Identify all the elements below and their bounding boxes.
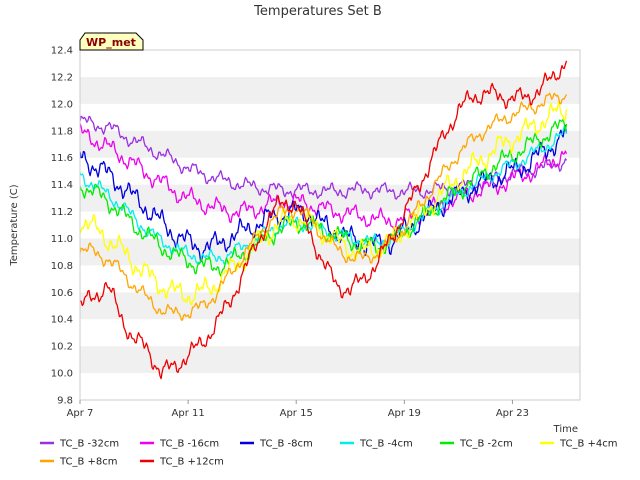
- grid-bands: [80, 50, 580, 400]
- series-line-tc-b-4cm: [79, 125, 568, 265]
- x-tick-label: Apr 11: [172, 408, 205, 419]
- legend-item: TC_B -2cm: [440, 439, 513, 450]
- series-line-tc-b-16cm: [79, 123, 568, 232]
- legend-label: TC_B -2cm: [459, 439, 513, 450]
- legend-item: TC_B +4cm: [540, 439, 618, 450]
- series-line-tc-b-4cm: [79, 101, 568, 306]
- grid-band: [80, 76, 580, 104]
- y-tick-label: 12.4: [51, 46, 73, 57]
- y-tick-label: 9.8: [57, 396, 73, 407]
- x-tick-label: Apr 19: [388, 408, 421, 419]
- chart-title: Temperatures Set B: [253, 4, 382, 19]
- series-layer: [79, 60, 568, 380]
- legend-label: TC_B -32cm: [59, 439, 119, 450]
- grid-band: [80, 319, 580, 347]
- x-tick-label: Apr 23: [496, 408, 529, 419]
- y-tick-label: 11.4: [51, 180, 73, 191]
- grid-band: [80, 292, 580, 320]
- x-tick-label: Apr 7: [67, 408, 94, 419]
- y-tick-label: 10.4: [51, 315, 73, 326]
- grid-band: [80, 103, 580, 131]
- y-tick-label: 11.2: [51, 207, 73, 218]
- legend-item: TC_B -8cm: [240, 439, 313, 450]
- y-tick-label: 11.6: [51, 153, 73, 164]
- grid-band: [80, 346, 580, 374]
- grid-band: [80, 130, 580, 158]
- legend: TC_B -32cm TC_B -16cm TC_B -8cm TC_B -4cm TC…: [40, 439, 618, 468]
- y-tick-labels: 9.8 10.0 10.2 10.4 10.6 10.8 11.0 11.2 11.4 11.6 1…: [51, 46, 73, 407]
- grid-band: [80, 157, 580, 185]
- y-tick-label: 12.2: [51, 72, 73, 83]
- axes: [79, 49, 581, 401]
- wp-met-badge: WP_met: [79, 32, 144, 51]
- badge-label: WP_met: [86, 36, 136, 49]
- legend-item: TC_B -32cm: [40, 439, 119, 450]
- grid-band: [80, 50, 580, 77]
- legend-label: TC_B +8cm: [59, 457, 118, 468]
- series-line-tc-b-8cm: [79, 124, 568, 262]
- y-tick-label: 10.0: [51, 369, 73, 380]
- y-tick-label: 12.0: [51, 99, 73, 110]
- x-tick-label: Apr 15: [280, 408, 313, 419]
- legend-item: TC_B -4cm: [340, 439, 413, 450]
- badge-shape: [79, 32, 144, 51]
- grid-band: [80, 373, 580, 400]
- grid-band: [80, 265, 580, 293]
- x-tick-labels: Apr 7 Apr 11 Apr 15 Apr 19 Apr 23: [67, 400, 529, 419]
- legend-label: TC_B -8cm: [259, 439, 313, 450]
- x-axis-label: Time: [553, 424, 578, 435]
- legend-label: TC_B -4cm: [359, 439, 413, 450]
- y-tick-label: 11.8: [51, 126, 73, 137]
- plot-frame: [79, 49, 581, 401]
- y-tick-label: 10.8: [51, 261, 73, 272]
- series-line-tc-b-12cm: [79, 60, 568, 380]
- y-tick-label: 10.6: [51, 288, 73, 299]
- y-axis-label: Temperature (C): [9, 184, 20, 266]
- legend-item: TC_B +12cm: [140, 457, 224, 468]
- y-tick-label: 10.2: [51, 342, 73, 353]
- legend-label: TC_B -16cm: [159, 439, 219, 450]
- legend-item: TC_B +8cm: [40, 457, 118, 468]
- legend-label: TC_B +4cm: [559, 439, 618, 450]
- legend-label: TC_B +12cm: [159, 457, 224, 468]
- series-line-tc-b-8cm: [79, 92, 568, 321]
- y-tick-label: 11.0: [51, 234, 73, 245]
- legend-item: TC_B -16cm: [140, 439, 219, 450]
